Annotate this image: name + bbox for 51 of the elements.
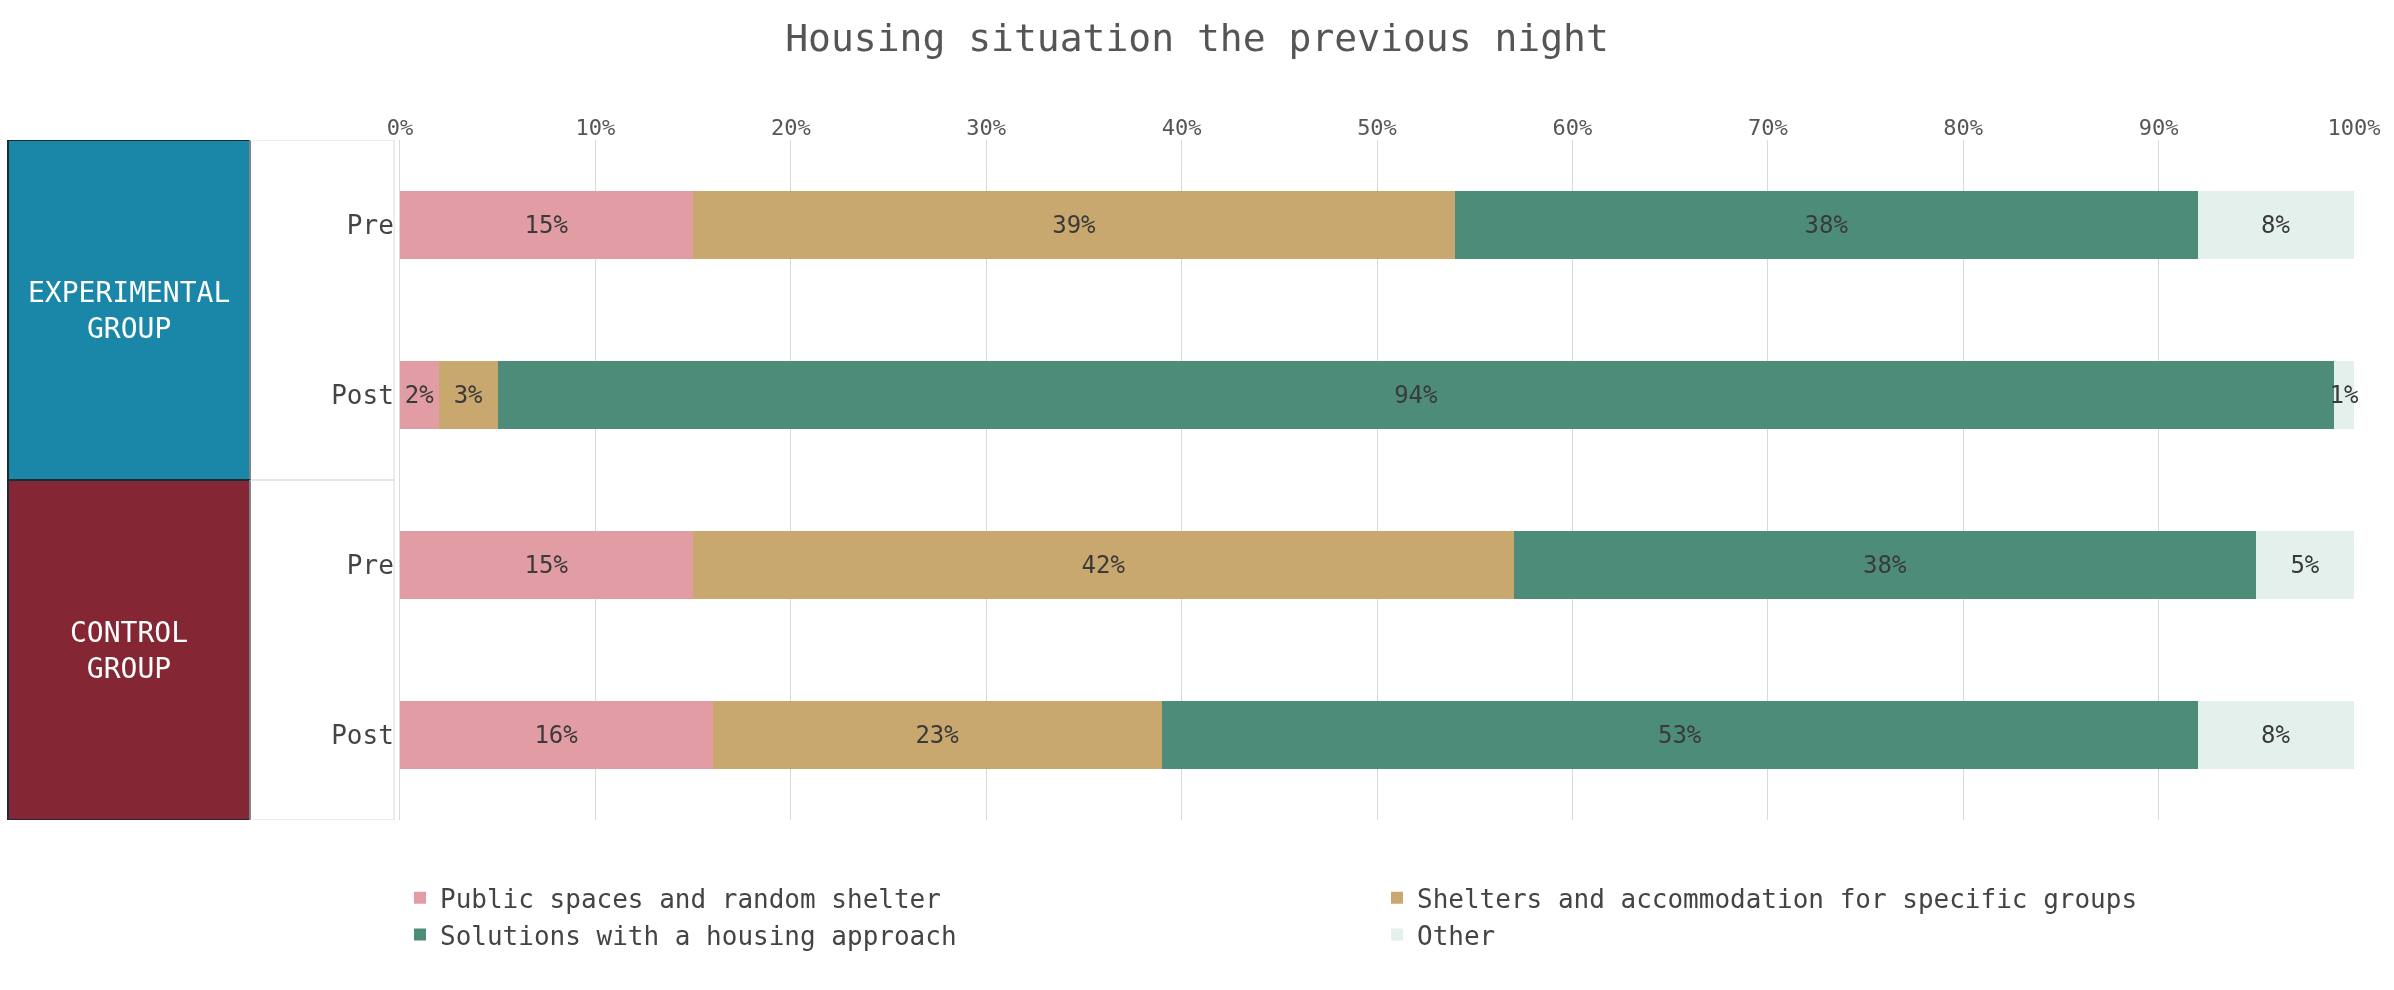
data-label: 42% xyxy=(1081,551,1126,579)
y-tick-label: Pre xyxy=(346,210,394,241)
data-label: 23% xyxy=(915,721,960,749)
data-label: 3% xyxy=(453,381,484,409)
data-label: 38% xyxy=(1804,211,1849,239)
bar xyxy=(693,531,1514,599)
bar xyxy=(1455,191,2198,259)
bar xyxy=(1162,701,2198,769)
data-label: 39% xyxy=(1052,211,1097,239)
chart-title: Housing situation the previous night xyxy=(785,16,1609,61)
x-tick-label: 40% xyxy=(1161,114,1202,140)
data-label: 2% xyxy=(404,381,435,409)
bar xyxy=(712,701,1163,769)
legend-label: Solutions with a housing approach xyxy=(440,920,957,951)
data-label: 8% xyxy=(2261,721,2291,749)
bar xyxy=(1513,531,2257,599)
x-tick-label: 100% xyxy=(2327,114,2381,140)
y-tick-label: Pre xyxy=(346,550,394,581)
bar xyxy=(2256,531,2354,599)
bar xyxy=(400,531,694,599)
x-tick-label: 80% xyxy=(1943,114,1984,140)
data-label: 38% xyxy=(1863,551,1907,579)
x-tick-label: 50% xyxy=(1357,114,1397,140)
x-tick-label: 70% xyxy=(1747,114,1788,140)
bar xyxy=(400,361,440,429)
text: CONTROL GROUP xyxy=(70,616,189,686)
x-tick-label: 90% xyxy=(2138,114,2179,140)
legend-label: Shelters and accommodation for specific groups xyxy=(1417,883,2138,914)
y-tick-label: Post xyxy=(331,720,394,751)
legend-label: Other xyxy=(1417,920,1496,951)
x-tick-label: 60% xyxy=(1552,114,1593,140)
bar xyxy=(400,191,694,259)
data-label: 5% xyxy=(2290,551,2320,579)
data-label: 15% xyxy=(524,211,569,239)
y-tick-label: Post xyxy=(331,380,394,411)
bar xyxy=(693,191,1456,259)
bar xyxy=(2197,191,2354,259)
data-label: 53% xyxy=(1657,721,1702,749)
x-tick-label: 20% xyxy=(770,114,811,140)
x-tick-label: 30% xyxy=(966,114,1007,140)
bar xyxy=(2197,701,2354,769)
x-tick-label: 10% xyxy=(575,114,616,140)
data-label: 15% xyxy=(524,551,569,579)
data-label: 94% xyxy=(1394,381,1439,409)
data-label: 16% xyxy=(534,721,579,749)
bar xyxy=(439,361,498,429)
legend-label: Public spaces and random shelter xyxy=(440,883,941,914)
text: EXPERIMENTAL GROUP xyxy=(28,276,231,346)
data-label: 8% xyxy=(2261,211,2291,239)
bar xyxy=(400,701,713,769)
x-tick-label: 0% xyxy=(386,114,414,140)
